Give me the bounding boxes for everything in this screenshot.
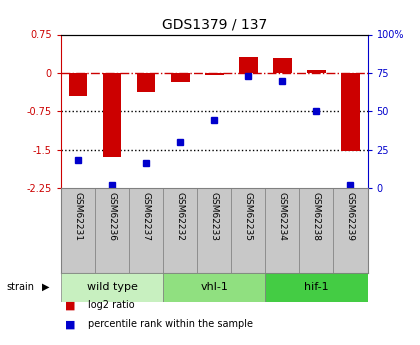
Bar	[163, 273, 265, 302]
Bar	[265, 188, 299, 273]
Text: GSM62236: GSM62236	[108, 192, 116, 241]
Text: GSM62239: GSM62239	[346, 192, 355, 241]
Bar	[102, 73, 121, 157]
Text: GSM62238: GSM62238	[312, 192, 321, 241]
Bar	[333, 188, 368, 273]
Bar	[61, 273, 163, 302]
Bar	[68, 73, 87, 96]
Bar	[171, 73, 189, 81]
Bar	[205, 73, 223, 76]
Bar	[61, 188, 95, 273]
Bar	[231, 188, 265, 273]
Text: ■: ■	[65, 300, 76, 310]
Text: GSM62237: GSM62237	[142, 192, 150, 241]
Text: hif-1: hif-1	[304, 282, 329, 292]
Bar	[299, 188, 333, 273]
Bar	[197, 188, 231, 273]
Text: vhl-1: vhl-1	[200, 282, 228, 292]
Bar	[307, 70, 326, 73]
Text: GSM62233: GSM62233	[210, 192, 219, 241]
Text: GSM62235: GSM62235	[244, 192, 253, 241]
Bar	[265, 273, 368, 302]
Text: GSM62232: GSM62232	[176, 192, 185, 241]
Bar	[95, 188, 129, 273]
Text: ▶: ▶	[42, 282, 50, 292]
Text: GSM62231: GSM62231	[74, 192, 82, 241]
Text: strain: strain	[6, 282, 34, 292]
Text: ■: ■	[65, 319, 76, 329]
Text: percentile rank within the sample: percentile rank within the sample	[88, 319, 253, 329]
Bar	[136, 73, 155, 92]
Text: log2 ratio: log2 ratio	[88, 300, 135, 310]
Text: wild type: wild type	[87, 282, 137, 292]
Bar	[239, 57, 257, 73]
Title: GDS1379 / 137: GDS1379 / 137	[162, 18, 267, 32]
Bar	[129, 188, 163, 273]
Bar	[341, 73, 360, 151]
Bar	[273, 58, 292, 73]
Text: GSM62234: GSM62234	[278, 192, 287, 241]
Bar	[163, 188, 197, 273]
